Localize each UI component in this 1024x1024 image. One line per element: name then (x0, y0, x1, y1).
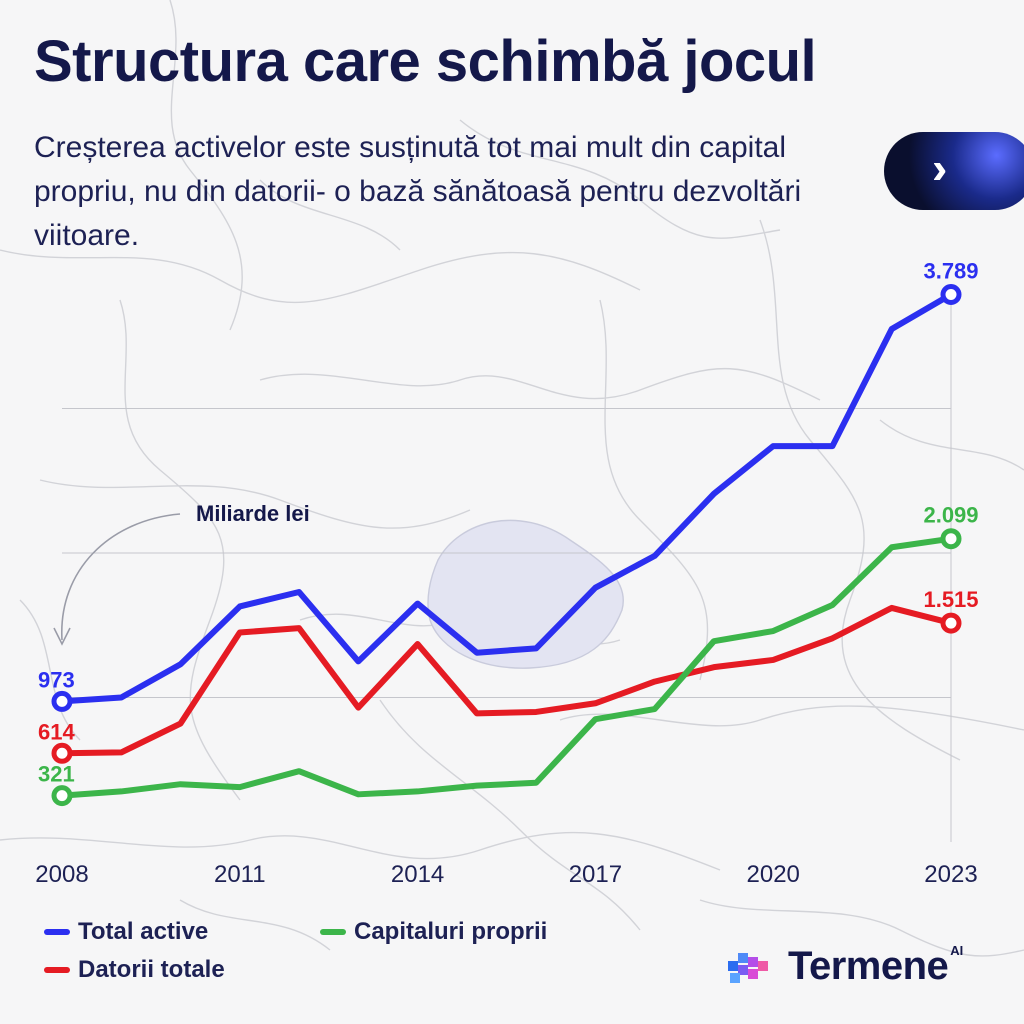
x-tick-label: 2023 (924, 861, 977, 888)
series-line (59, 291, 954, 705)
series-line (59, 535, 954, 799)
legend-label: Total active (78, 918, 209, 945)
series-endpoint (940, 528, 962, 550)
termene-cubes-logo-icon (728, 952, 768, 983)
brand-suffix: AI (950, 943, 964, 958)
end-value-label: 1.515 (923, 587, 978, 612)
legend-label: Capitaluri proprii (354, 918, 548, 945)
x-tick-label: 2017 (569, 861, 622, 888)
series-layer (51, 283, 962, 807)
brand-name: Termene (788, 944, 949, 988)
end-value-label: 2.099 (923, 503, 978, 528)
legend-swatch (44, 967, 70, 973)
series-endpoint (51, 785, 73, 807)
page-title: Structura care schimbă jocul (34, 29, 817, 94)
x-tick-label: 2014 (391, 861, 444, 888)
label-layer: 973 3.789 614 1.515 321 2.099 (38, 258, 979, 786)
x-tick-label: 2008 (35, 861, 88, 888)
start-value-label: 614 (38, 719, 75, 744)
next-button[interactable]: ›› (884, 132, 1024, 210)
end-value-label: 3.789 (923, 258, 978, 283)
series-line (59, 604, 954, 757)
grid-layer (62, 294, 952, 842)
x-axis: 2008 2011 2014 2017 2020 2023 (35, 861, 977, 888)
series-endpoint (51, 742, 73, 764)
legend-label: Datorii totale (78, 956, 225, 983)
legend-swatch (44, 929, 70, 935)
start-value-label: 973 (38, 667, 75, 692)
unit-arrow-head (53, 627, 71, 646)
romania-shape (427, 519, 624, 669)
series-endpoint (940, 283, 962, 305)
brand-logo: Termene AI (726, 943, 964, 989)
start-value-label: 321 (38, 762, 75, 787)
series-endpoint (51, 690, 73, 712)
legend-swatch (320, 929, 346, 935)
legend-item-total-active: Total active (44, 918, 208, 946)
series-endpoint (940, 612, 962, 634)
x-tick-label: 2011 (214, 861, 266, 888)
unit-arrow (61, 513, 181, 641)
page-subtitle: Creșterea activelor este susținută tot m… (34, 131, 802, 252)
legend-item-capitaluri-proprii: Capitaluri proprii (320, 918, 547, 946)
unit-label: Miliarde lei (196, 501, 310, 526)
legend-item-datorii-totale: Datorii totale (44, 956, 225, 984)
x-tick-label: 2020 (747, 861, 800, 888)
